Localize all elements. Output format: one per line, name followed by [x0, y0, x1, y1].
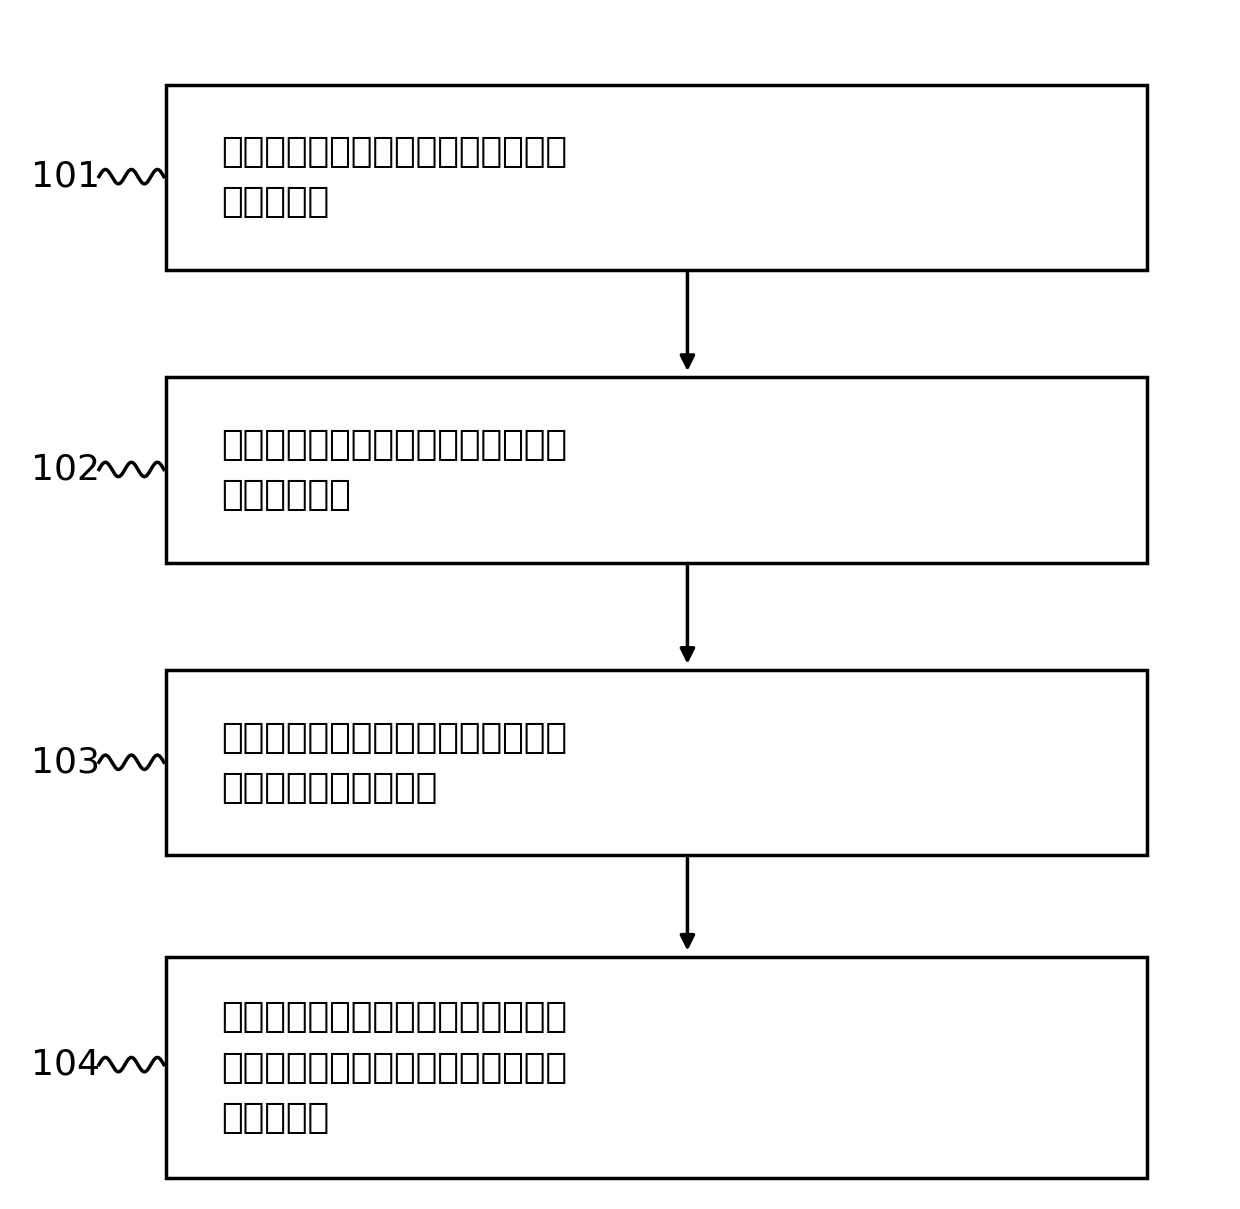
- Bar: [166, 958, 1147, 1178]
- Text: 102: 102: [31, 452, 100, 486]
- Bar: [166, 85, 1147, 270]
- Text: 各凿岩台车按照钻孔大纲进行钻孔作
业，并将各自的工况数据上传至共享
网进行共享: 各凿岩台车按照钻孔大纲进行钻孔作 业，并将各自的工况数据上传至共享 网进行共享: [222, 1000, 568, 1135]
- Text: 103: 103: [31, 745, 100, 780]
- Text: 对凿岩台车进行定位，并将定位数据
上传至共享网进行共享: 对凿岩台车进行定位，并将定位数据 上传至共享网进行共享: [222, 721, 568, 805]
- Text: 将钻孔大纲上传至共享网，并共享给
全部凿岩台车: 将钻孔大纲上传至共享网，并共享给 全部凿岩台车: [222, 428, 568, 513]
- Bar: [166, 670, 1147, 856]
- Text: 建立多台凿岩台车之间的通信连接，
形成共享网: 建立多台凿岩台车之间的通信连接， 形成共享网: [222, 135, 568, 219]
- Bar: [166, 377, 1147, 562]
- Text: 104: 104: [31, 1048, 100, 1082]
- Text: 101: 101: [31, 160, 100, 193]
